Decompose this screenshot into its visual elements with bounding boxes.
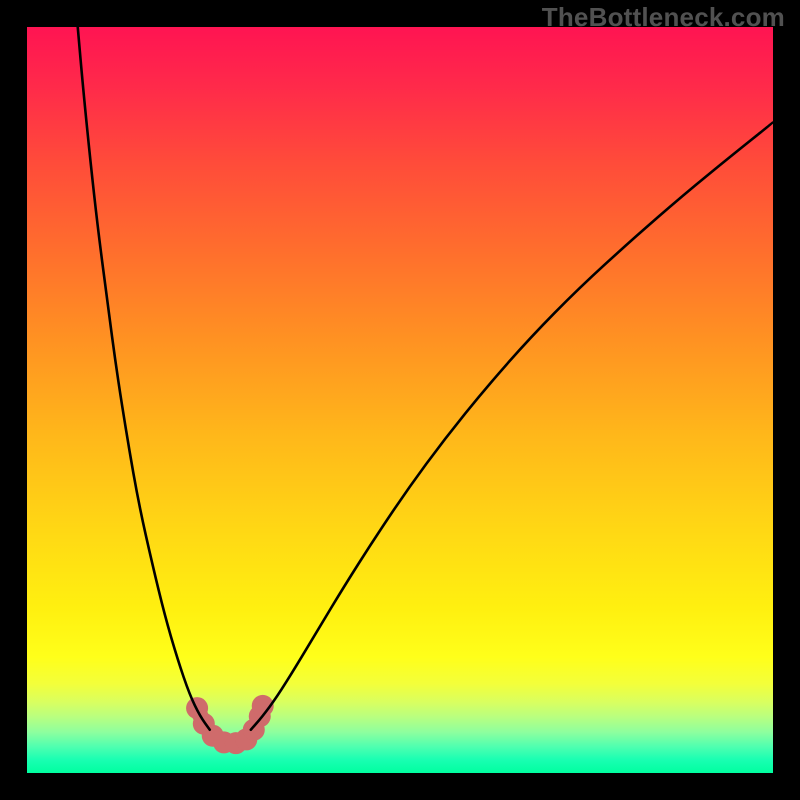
watermark-text: TheBottleneck.com bbox=[542, 2, 785, 33]
plot-background bbox=[27, 27, 773, 773]
bottleneck-curve-chart bbox=[27, 27, 773, 773]
chart-stage: TheBottleneck.com bbox=[0, 0, 800, 800]
